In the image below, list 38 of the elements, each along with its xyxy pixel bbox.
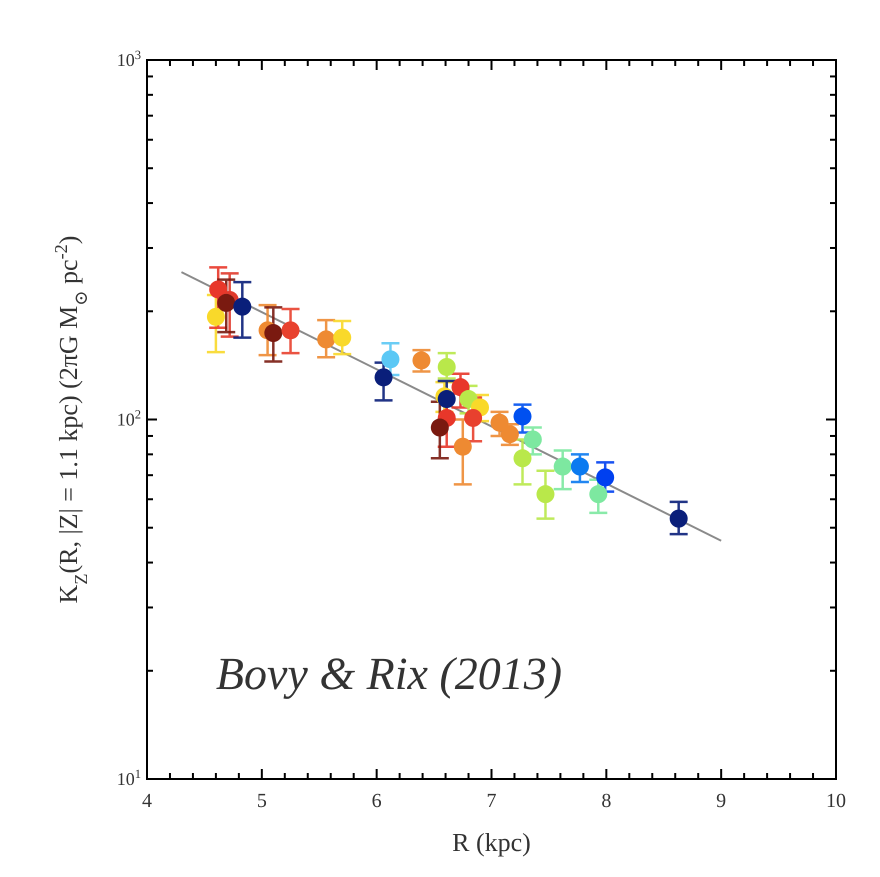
point [264, 324, 282, 342]
point [438, 358, 456, 376]
x-tick-label: 8 [601, 790, 612, 812]
point [490, 414, 509, 432]
point [381, 350, 400, 368]
x-tick-label: 10 [826, 790, 846, 812]
point [514, 449, 532, 468]
point [524, 430, 542, 448]
x-tick-label: 5 [256, 790, 267, 812]
x-tick-label: 7 [486, 790, 496, 812]
x-axis-title: R (kpc) [452, 828, 531, 857]
y-tick-label: 10$^{2}$ [116, 408, 141, 430]
annotation: Bovy & Rix (2013) [216, 648, 562, 699]
point [217, 294, 236, 312]
point [333, 328, 352, 347]
point [233, 298, 252, 316]
point [670, 510, 688, 528]
point [554, 458, 572, 476]
point [430, 418, 449, 437]
point [412, 351, 430, 370]
x-tick-label: 6 [372, 790, 382, 812]
x-tick-label: 9 [716, 790, 726, 812]
point [514, 407, 532, 426]
point [464, 408, 482, 427]
point [570, 458, 589, 476]
point [282, 321, 300, 340]
y-tick-label: 10$^{1}$ [116, 767, 141, 789]
point [317, 330, 336, 348]
point [374, 368, 393, 386]
point [589, 485, 608, 504]
point [536, 485, 554, 504]
x-tick-label: 4 [142, 790, 152, 812]
point [438, 390, 456, 408]
y-tick-label: 10$^{3}$ [116, 48, 141, 70]
point [209, 280, 228, 298]
point [596, 468, 614, 486]
point [454, 438, 472, 456]
point [206, 308, 225, 326]
